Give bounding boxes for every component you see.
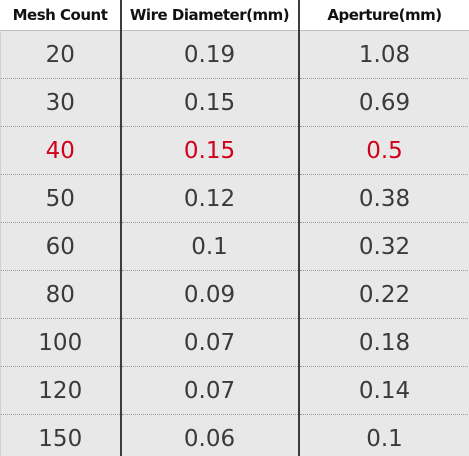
table-body: 20 0.19 1.08 30 0.15 0.69 40 0.15 0.5 50 0.12 0.38 6…: [0, 30, 469, 456]
table-row: 20 0.19 1.08: [0, 30, 469, 79]
table-cell: 20: [0, 30, 121, 79]
table-cell: 0.32: [297, 222, 469, 271]
table-cell: 120: [0, 366, 121, 415]
table-cell: 0.1: [119, 222, 299, 271]
header-row: Mesh Count Wire Diameter(mm) Aperture(mm): [0, 0, 469, 31]
table-row: 50 0.12 0.38: [0, 174, 469, 223]
table-cell: 30: [0, 78, 121, 127]
table-cell: 1.08: [297, 30, 469, 79]
column-header: Aperture(mm): [297, 0, 469, 31]
table-cell: 80: [0, 270, 121, 319]
table-cell: 100: [0, 318, 121, 367]
table-cell: 0.09: [119, 270, 299, 319]
table-cell: 0.14: [297, 366, 469, 415]
table-cell: 0.5: [297, 126, 469, 175]
table-cell: 0.1: [297, 414, 469, 456]
table-row: 100 0.07 0.18: [0, 318, 469, 367]
table-cell: 50: [0, 174, 121, 223]
table-row: 80 0.09 0.22: [0, 270, 469, 319]
table-cell: 0.07: [119, 318, 299, 367]
table-cell: 0.38: [297, 174, 469, 223]
table-cell: 0.19: [119, 30, 299, 79]
table-cell: 40: [0, 126, 121, 175]
table-cell: 0.12: [119, 174, 299, 223]
column-header: Mesh Count: [0, 0, 121, 31]
table-row: 120 0.07 0.14: [0, 366, 469, 415]
table-row: 30 0.15 0.69: [0, 78, 469, 127]
table-cell: 60: [0, 222, 121, 271]
table-cell: 0.22: [297, 270, 469, 319]
table-cell: 0.69: [297, 78, 469, 127]
table-row: 150 0.06 0.1: [0, 414, 469, 456]
table-cell: 0.18: [297, 318, 469, 367]
table-cell: 150: [0, 414, 121, 456]
table-row: 40 0.15 0.5: [0, 126, 469, 175]
table-cell: 0.15: [119, 126, 299, 175]
table-cell: 0.06: [119, 414, 299, 456]
table-cell: 0.15: [119, 78, 299, 127]
column-header: Wire Diameter(mm): [119, 0, 299, 31]
table-cell: 0.07: [119, 366, 299, 415]
table-row: 60 0.1 0.32: [0, 222, 469, 271]
table-header: Mesh Count Wire Diameter(mm) Aperture(mm): [0, 0, 469, 31]
